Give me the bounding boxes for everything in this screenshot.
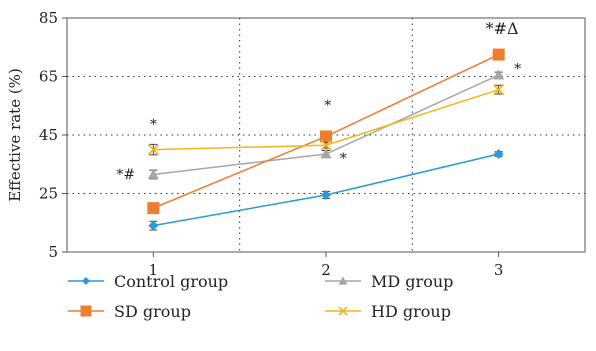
data-point-md-group xyxy=(320,148,332,159)
y-axis-label: Effective rate (%) xyxy=(6,68,24,202)
legend-marker xyxy=(338,276,348,285)
data-point-md-group xyxy=(147,168,159,179)
data-point-sd-group xyxy=(492,48,505,61)
y-tick-label: 45 xyxy=(39,126,58,144)
legend-item-sd-group: SD group xyxy=(68,302,191,321)
data-point-hd-group xyxy=(493,84,505,96)
data-point-hd-group xyxy=(147,144,159,156)
data-point-control-group xyxy=(148,220,159,231)
significance-annotation: *# xyxy=(116,167,135,183)
y-tick-label: 5 xyxy=(48,243,58,261)
legend-marker xyxy=(82,277,90,285)
x-tick-label: 3 xyxy=(494,261,504,279)
marker-stroke xyxy=(320,139,332,151)
data-point-control-group xyxy=(493,149,504,160)
legend-label: SD group xyxy=(114,302,191,321)
data-point-sd-group xyxy=(320,130,332,143)
data-point-md-group xyxy=(493,69,505,80)
series-line-control-group xyxy=(153,153,499,227)
significance-annotation: * xyxy=(514,62,521,78)
y-tick-label: 85 xyxy=(39,9,58,27)
legend-item-control-group: Control group xyxy=(68,272,228,291)
legend-marker xyxy=(80,305,92,317)
marker-stroke xyxy=(338,306,348,316)
significance-annotation: * xyxy=(150,117,157,133)
y-tick-label: 25 xyxy=(39,185,58,203)
significance-annotation: *#Δ xyxy=(486,19,519,38)
series-line-md-group xyxy=(153,74,499,176)
series-md-group xyxy=(147,69,505,180)
data-point-hd-group xyxy=(320,139,332,151)
legend-item-md-group: MD group xyxy=(325,272,453,291)
data-point-sd-group xyxy=(147,202,160,215)
x-tick-label: 2 xyxy=(321,261,331,279)
data-point-control-group xyxy=(321,189,331,200)
series-sd-group xyxy=(147,48,505,215)
annotations: *# * * * *#Δ * xyxy=(116,19,521,183)
significance-annotation: * xyxy=(324,98,331,114)
series-group xyxy=(147,48,505,231)
series-hd-group xyxy=(147,84,505,156)
legend-label: HD group xyxy=(371,302,451,321)
y-tick-label: 65 xyxy=(39,68,58,86)
legend-label: MD group xyxy=(371,272,453,291)
legend-label: Control group xyxy=(114,272,228,291)
series-control-group xyxy=(148,149,504,231)
x-tick-label: 1 xyxy=(149,261,159,279)
legend-item-hd-group: HD group xyxy=(325,302,451,321)
marker-stroke xyxy=(493,84,505,96)
marker-stroke xyxy=(147,144,159,156)
axes: 5 25 45 65 85 1 2 3 xyxy=(39,9,586,279)
legend-marker xyxy=(338,306,348,316)
legend: Control group MD group SD group HD group xyxy=(68,272,453,321)
significance-annotation: * xyxy=(340,151,347,167)
